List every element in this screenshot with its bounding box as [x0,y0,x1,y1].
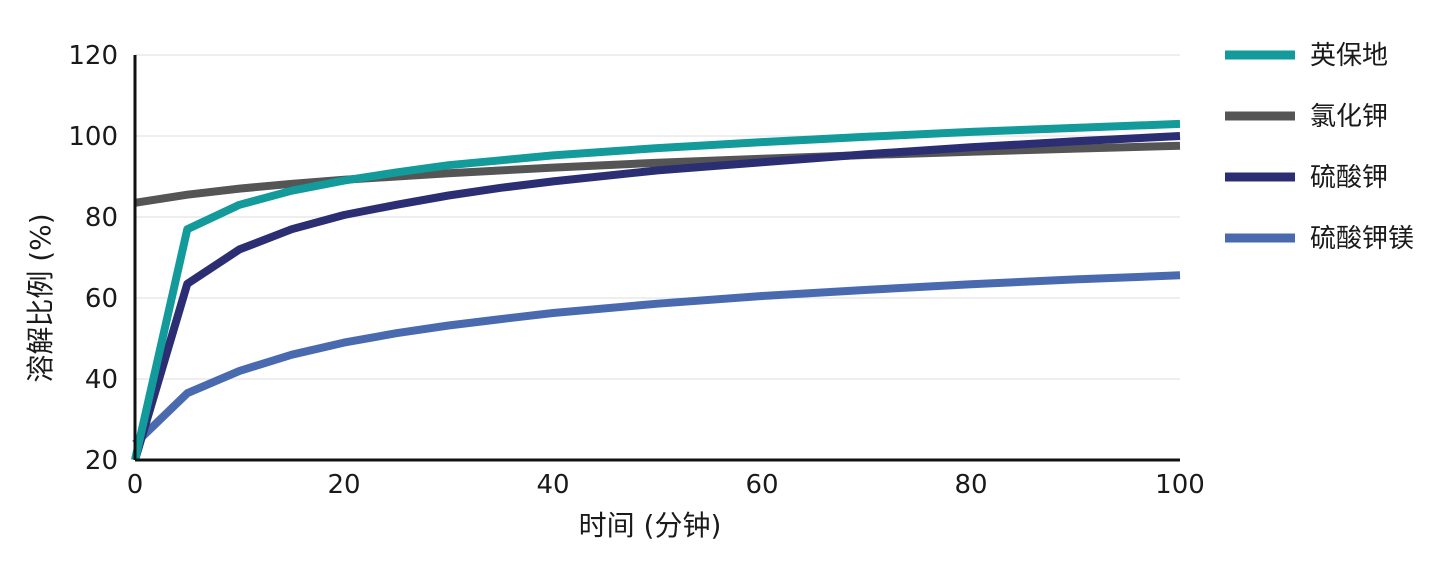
series-lines [131,119,1181,462]
series-line-3 [131,132,1181,462]
legend-label-1: 英保地 [1310,41,1388,71]
x-tick-label: 40 [536,470,569,500]
y-tick-label: 40 [85,365,118,395]
gridlines [135,54,1180,380]
y-tick-label: 80 [85,203,118,233]
y-tick-label: 60 [85,284,118,314]
x-axis-title: 时间 (分钟) [579,509,722,542]
y-tick-label: 120 [68,41,118,71]
x-tick-labels: 0 20 40 60 80 100 [127,470,1205,500]
axes [133,55,1180,462]
x-tick-label: 0 [127,470,144,500]
x-tick-label: 100 [1155,470,1205,500]
y-tick-label: 20 [85,446,118,476]
legend-label-3: 硫酸钾 [1310,163,1388,193]
legend-label-4: 硫酸钾镁 [1310,224,1414,254]
x-tick-label: 60 [745,470,778,500]
series-line-4 [132,271,1181,447]
x-tick-label: 80 [954,470,987,500]
series-line-1 [131,119,1181,461]
y-tick-label: 100 [68,122,118,152]
y-tick-labels: 20 40 60 80 100 120 [68,41,118,476]
y-axis-title: 溶解比例 (%) [24,213,57,382]
legend-label-2: 氯化钾 [1310,102,1388,132]
x-tick-label: 20 [327,470,360,500]
series-line-2 [134,141,1181,207]
